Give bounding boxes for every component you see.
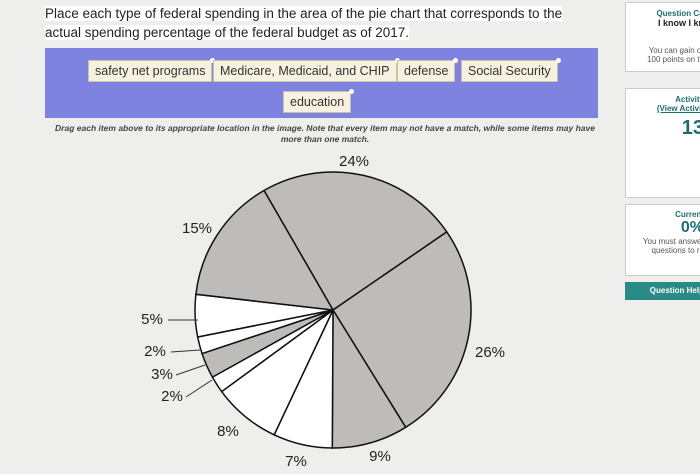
pie-slice — [331, 230, 472, 429]
side-text: 100 points on th — [647, 55, 700, 64]
pie-label: 5% — [141, 311, 163, 328]
pie-label: 3% — [151, 366, 173, 383]
leader-line — [170, 349, 201, 353]
side-score: 13 — [681, 117, 700, 139]
pie-label: 9% — [369, 448, 391, 465]
side-percent: 0% — [680, 219, 700, 236]
side-text: Activity — [675, 95, 700, 104]
question: Place each type of federal spending in t… — [45, 4, 575, 42]
side-text: Current — [675, 210, 700, 219]
leader-line — [175, 364, 206, 376]
side-panel: Activity (View Activit 13 — [625, 88, 700, 198]
pie-label: 8% — [217, 423, 239, 440]
drag-area: safety net programs Medicare, Medicaid, … — [45, 48, 598, 118]
instructions: Drag each item above to its appropriate … — [55, 123, 595, 144]
pie-slice — [262, 171, 448, 312]
side-panel: Question Co I know I kn You can gain or … — [625, 2, 700, 72]
pie-label: 7% — [285, 453, 307, 470]
pie-label: 24% — [339, 153, 369, 170]
pie-label: 26% — [475, 344, 505, 361]
drag-item[interactable]: defense — [397, 58, 459, 82]
drag-item[interactable]: Social Security — [461, 58, 561, 82]
drag-item[interactable]: education — [283, 89, 355, 113]
pie-label: 2% — [144, 343, 166, 360]
side-link[interactable]: (View Activit — [656, 104, 700, 113]
leader-line — [185, 379, 213, 398]
pie-slice — [195, 189, 335, 311]
side-text: You must answer — [642, 237, 700, 246]
pie-label: 2% — [161, 388, 183, 405]
side-text: questions to re — [651, 246, 700, 255]
help-text: Question Help — [649, 286, 700, 295]
drag-item[interactable]: Medicare, Medicaid, and CHIP — [213, 58, 400, 82]
side-text: I know I kn — [657, 18, 700, 28]
side-text: Question Co — [656, 9, 700, 18]
side-panel: Current 0% You must answer questions to … — [625, 204, 700, 276]
pie-label: 15% — [182, 220, 212, 237]
side-text: You can gain or — [648, 46, 700, 55]
help-button[interactable]: Question Help — [625, 282, 700, 300]
